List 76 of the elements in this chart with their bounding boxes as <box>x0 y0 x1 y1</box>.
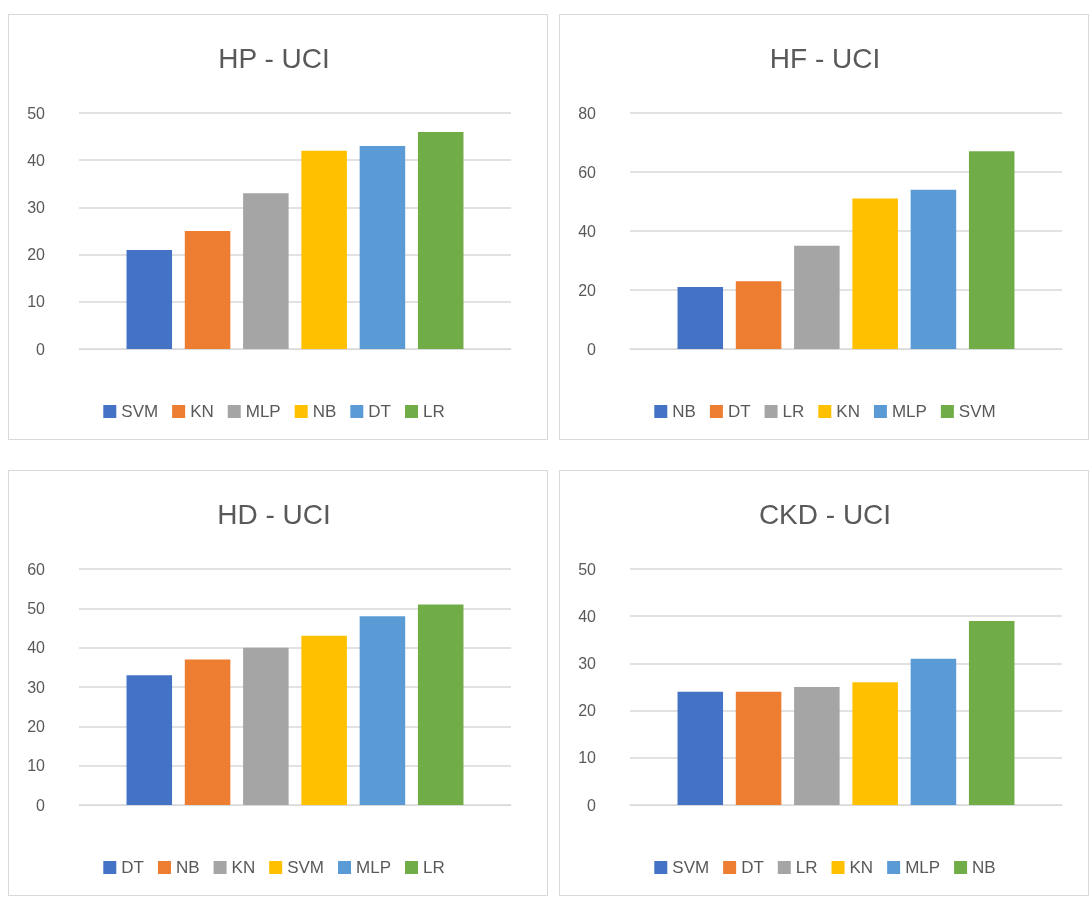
bar <box>417 604 464 805</box>
bar <box>852 682 898 805</box>
y-tick-label: 0 <box>587 340 597 358</box>
y-tick-label: 20 <box>578 281 597 299</box>
legend-label: SVM <box>121 402 159 421</box>
y-tick-label: 50 <box>27 599 46 617</box>
bar <box>359 616 406 805</box>
legend-label: NB <box>672 402 696 421</box>
bar <box>359 146 406 349</box>
legend-label: NB <box>972 858 996 877</box>
y-tick-label: 60 <box>27 560 46 578</box>
legend-label: SVM <box>287 858 325 877</box>
bar <box>852 198 898 349</box>
y-tick-label: 60 <box>578 163 597 181</box>
chart-title: CKD - UCI <box>758 498 892 530</box>
legend-label: MLP <box>245 402 281 421</box>
legend-label: KN <box>190 402 214 421</box>
legend-label: KN <box>849 858 874 877</box>
y-tick-label: 30 <box>578 654 597 672</box>
legend-label: MLP <box>905 858 941 877</box>
bar <box>184 659 231 805</box>
bar <box>243 647 289 805</box>
chart-title: HF - UCI <box>769 42 881 74</box>
bar <box>794 245 840 349</box>
y-tick-label: 40 <box>27 151 46 169</box>
legend-label: KN <box>836 402 860 421</box>
legend-label: SVM <box>958 402 996 421</box>
y-tick-label: 40 <box>27 639 46 657</box>
legend-label: DT <box>727 402 751 421</box>
y-tick-label: 10 <box>578 749 597 767</box>
y-tick-label: 40 <box>578 607 597 625</box>
legend-label: LR <box>422 858 445 877</box>
bar <box>301 150 347 349</box>
y-tick-label: 20 <box>27 246 46 264</box>
y-tick-label: 0 <box>587 796 597 814</box>
bar <box>677 287 724 349</box>
y-tick-label: 50 <box>578 560 597 578</box>
legend-label: NB <box>312 402 337 421</box>
y-tick-label: 10 <box>27 757 46 775</box>
legend-label: DT <box>368 402 391 421</box>
bar <box>968 151 1015 349</box>
bar <box>184 231 231 349</box>
bar <box>794 687 840 805</box>
y-tick-label: 30 <box>27 678 46 696</box>
legend-label: LR <box>422 402 445 421</box>
bar <box>301 635 347 805</box>
legend-label: SVM <box>672 858 710 877</box>
bar <box>910 658 957 805</box>
bar <box>968 620 1015 805</box>
y-tick-label: 30 <box>27 198 46 216</box>
chart-title: HD - UCI <box>217 498 331 530</box>
chart-title: HP - UCI <box>218 42 330 74</box>
y-tick-label: 0 <box>36 796 46 814</box>
bar <box>735 691 782 805</box>
y-tick-label: 20 <box>27 717 46 735</box>
legend-label: DT <box>121 858 144 877</box>
legend-label: DT <box>741 858 764 877</box>
bar <box>677 691 724 805</box>
bar <box>243 193 289 349</box>
y-tick-label: 40 <box>578 222 597 240</box>
legend-label: LR <box>782 402 805 421</box>
y-tick-label: 20 <box>578 702 597 720</box>
legend-label: MLP <box>891 402 927 421</box>
y-tick-label: 80 <box>578 104 597 122</box>
legend-label: NB <box>175 858 200 877</box>
bar <box>126 249 173 349</box>
bar <box>735 281 782 349</box>
bar <box>126 675 173 805</box>
bar <box>910 189 957 349</box>
bar <box>417 131 464 349</box>
legend-label: LR <box>795 858 818 877</box>
y-tick-label: 10 <box>27 293 46 311</box>
y-tick-label: 0 <box>36 340 46 358</box>
legend-label: KN <box>231 858 256 877</box>
y-tick-label: 50 <box>27 104 46 122</box>
legend-label: MLP <box>356 858 391 877</box>
